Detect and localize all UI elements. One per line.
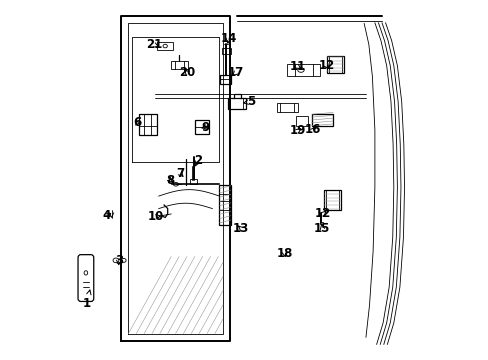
Bar: [276, 103, 298, 112]
Text: 20: 20: [179, 66, 195, 79]
Text: 14: 14: [220, 32, 236, 45]
Bar: [219, 185, 230, 225]
Bar: [287, 64, 319, 76]
Text: 5: 5: [244, 95, 255, 108]
Text: 4: 4: [102, 209, 111, 222]
Bar: [190, 179, 196, 184]
Text: 10: 10: [148, 210, 164, 223]
Bar: [228, 98, 245, 109]
Bar: [195, 120, 209, 134]
Text: 11: 11: [289, 60, 305, 73]
Bar: [311, 114, 332, 126]
Text: 6: 6: [133, 116, 141, 129]
Bar: [171, 62, 188, 69]
Bar: [319, 222, 323, 224]
Text: 9: 9: [201, 121, 209, 134]
Text: 18: 18: [276, 247, 292, 260]
Bar: [221, 48, 230, 54]
Text: 8: 8: [166, 174, 174, 186]
Text: 12: 12: [314, 207, 330, 220]
Bar: [139, 114, 157, 135]
Text: 19: 19: [289, 124, 305, 137]
Bar: [326, 56, 343, 73]
Text: 7: 7: [176, 167, 184, 180]
Text: 13: 13: [232, 222, 248, 235]
Bar: [157, 42, 173, 50]
Text: 21: 21: [146, 39, 163, 51]
Bar: [220, 75, 230, 84]
Text: 12: 12: [318, 59, 334, 72]
Text: 17: 17: [227, 66, 243, 79]
Text: 16: 16: [305, 123, 321, 136]
Bar: [296, 116, 307, 126]
Text: 3: 3: [115, 254, 122, 267]
Text: 15: 15: [314, 222, 330, 235]
Text: 2: 2: [194, 154, 202, 167]
Bar: [323, 190, 340, 210]
Text: 1: 1: [82, 290, 91, 310]
